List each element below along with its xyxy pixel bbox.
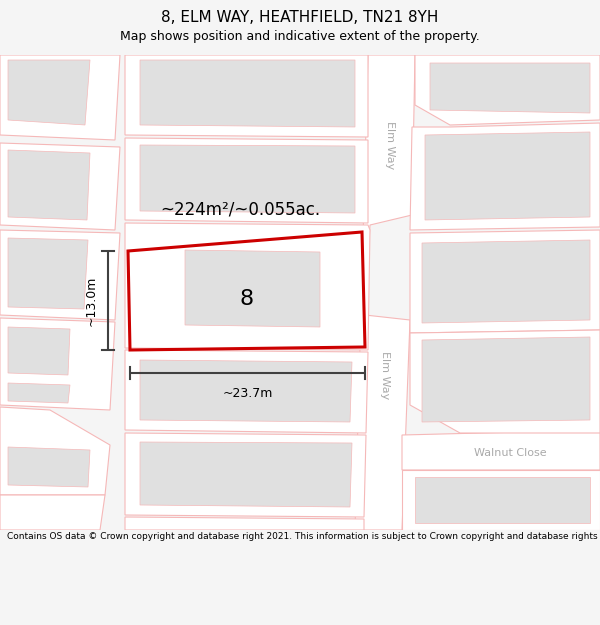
Text: 8, ELM WAY, HEATHFIELD, TN21 8YH: 8, ELM WAY, HEATHFIELD, TN21 8YH: [161, 10, 439, 25]
Polygon shape: [422, 337, 590, 422]
Polygon shape: [125, 350, 368, 433]
Text: 8: 8: [240, 289, 254, 309]
Polygon shape: [402, 430, 600, 470]
Polygon shape: [125, 517, 364, 530]
Polygon shape: [0, 230, 120, 320]
Polygon shape: [140, 442, 352, 507]
Polygon shape: [0, 143, 120, 230]
Polygon shape: [0, 495, 105, 530]
Polygon shape: [355, 55, 415, 530]
Polygon shape: [0, 407, 110, 495]
Polygon shape: [8, 60, 90, 125]
Polygon shape: [8, 327, 70, 375]
Text: Map shows position and indicative extent of the property.: Map shows position and indicative extent…: [120, 30, 480, 43]
Polygon shape: [0, 318, 115, 410]
Polygon shape: [140, 360, 352, 422]
Polygon shape: [8, 383, 70, 403]
Polygon shape: [0, 55, 120, 140]
Polygon shape: [125, 433, 366, 517]
Text: ~23.7m: ~23.7m: [223, 387, 272, 400]
Text: Contains OS data © Crown copyright and database right 2021. This information is : Contains OS data © Crown copyright and d…: [7, 532, 600, 541]
Polygon shape: [125, 55, 368, 137]
Polygon shape: [8, 447, 90, 487]
Polygon shape: [140, 145, 355, 213]
Text: ~224m²/~0.055ac.: ~224m²/~0.055ac.: [160, 201, 320, 219]
Polygon shape: [8, 150, 90, 220]
Polygon shape: [430, 63, 590, 113]
Text: Elm Way: Elm Way: [380, 351, 390, 399]
Polygon shape: [140, 60, 355, 127]
Polygon shape: [410, 330, 600, 433]
Polygon shape: [410, 230, 600, 333]
Polygon shape: [415, 477, 590, 523]
Polygon shape: [415, 55, 600, 125]
Text: Elm Way: Elm Way: [385, 121, 395, 169]
Polygon shape: [185, 250, 320, 327]
Text: Walnut Close: Walnut Close: [473, 448, 547, 458]
Text: ~13.0m: ~13.0m: [85, 275, 98, 326]
Polygon shape: [125, 138, 368, 223]
Polygon shape: [125, 223, 370, 350]
Polygon shape: [402, 470, 600, 530]
Polygon shape: [425, 132, 590, 220]
Polygon shape: [8, 238, 88, 309]
Polygon shape: [422, 240, 590, 323]
Polygon shape: [410, 123, 600, 230]
